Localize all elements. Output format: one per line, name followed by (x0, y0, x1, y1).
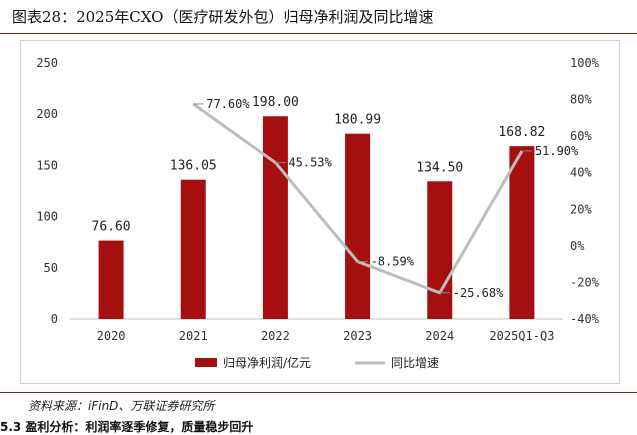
right-axis-tick-label: 100% (570, 56, 600, 70)
right-axis-tick-label: 80% (570, 93, 592, 107)
left-axis-tick-label: 100 (36, 210, 58, 224)
right-axis-tick-label: -20% (570, 275, 600, 289)
legend-bar-swatch (195, 358, 217, 367)
next-section-heading: 5.3 盈利分析：利润率逐季修复，质量稳步回升 (0, 420, 254, 434)
bar-value-label: 76.60 (92, 220, 131, 235)
right-axis-tick-label: -40% (570, 312, 600, 326)
left-axis-tick-label: 50 (44, 261, 58, 275)
left-axis-tick-label: 250 (36, 56, 58, 70)
x-axis-tick-label: 2021 (179, 329, 208, 343)
legend-line-label: 同比增速 (391, 356, 439, 370)
growth-value-label: 51.90% (535, 144, 579, 158)
bar (98, 240, 124, 319)
bar (509, 146, 535, 319)
bar (180, 179, 206, 319)
growth-value-label: -25.68% (453, 286, 504, 300)
bar-value-label: 134.50 (416, 160, 463, 175)
x-axis-tick-label: 2023 (343, 329, 372, 343)
bar-value-label: 180.99 (334, 113, 381, 128)
right-axis-tick-label: 40% (570, 166, 592, 180)
chart-panel (20, 40, 620, 384)
figure-title: 图表28：2025年CXO（医疗研发外包）归母净利润及同比增速 (12, 8, 434, 26)
left-axis-tick-label: 200 (36, 107, 58, 121)
left-axis-tick-label: 0 (51, 312, 58, 326)
growth-value-label: 45.53% (288, 156, 332, 170)
bar-value-label: 168.82 (498, 125, 545, 140)
growth-value-label: 77.60% (206, 97, 250, 111)
x-axis-tick-label: 2020 (97, 329, 126, 343)
left-axis-tick-label: 150 (36, 158, 58, 172)
right-axis-tick-label: 20% (570, 202, 592, 216)
title-rule (0, 33, 637, 34)
right-axis-tick-label: 0% (570, 239, 585, 253)
growth-value-label: -8.59% (371, 255, 415, 269)
right-axis-tick-label: 60% (570, 129, 592, 143)
legend-bar-label: 归母净利润/亿元 (223, 355, 311, 370)
bar-value-label: 198.00 (252, 95, 299, 110)
bar (345, 133, 371, 319)
bar (262, 116, 288, 319)
bar-value-label: 136.05 (170, 159, 217, 174)
source-note: 资料来源：iFinD、万联证券研究所 (28, 399, 215, 413)
chart-area: 0 50 100 150 200 250 -40% -20% 0% 20% 40% 60% 80% 100… (36, 56, 600, 370)
bar (427, 181, 453, 319)
x-axis-tick-label: 2022 (261, 329, 290, 343)
x-axis-tick-label: 2024 (425, 329, 454, 343)
x-axis-tick-label: 2025Q1-Q3 (489, 329, 554, 343)
source-rule (0, 392, 637, 393)
